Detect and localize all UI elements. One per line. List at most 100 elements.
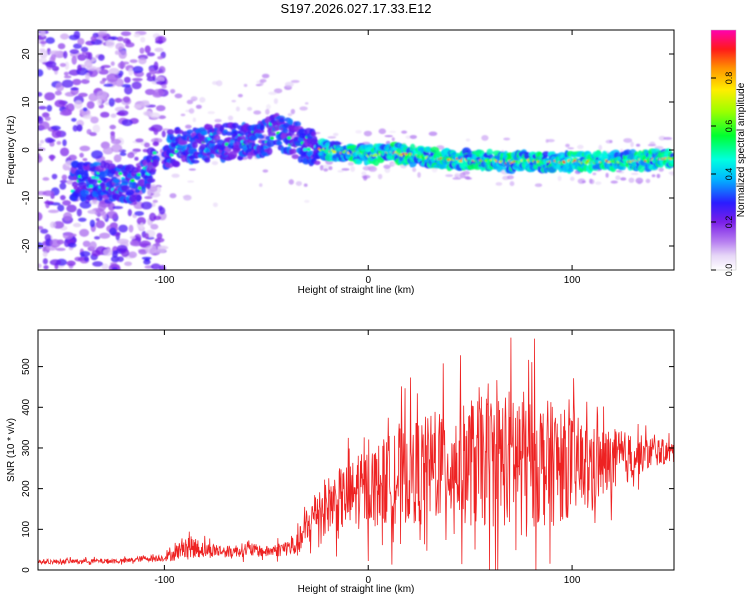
snr-series-line xyxy=(38,337,674,570)
heatmap-x-tick-label: 0 xyxy=(365,275,371,286)
heatmap-cell xyxy=(154,70,162,74)
heatmap-cell xyxy=(63,71,69,76)
heatmap-cell xyxy=(63,75,72,79)
heatmap-cell xyxy=(144,257,150,262)
heatmap-cell xyxy=(481,134,489,141)
heatmap-cell xyxy=(38,242,44,249)
heatmap-cell xyxy=(276,140,283,146)
heatmap-cell xyxy=(133,104,142,109)
heatmap-cell xyxy=(128,224,134,233)
heatmap-cell xyxy=(144,88,156,96)
heatmap-cell xyxy=(92,124,101,133)
heatmap-cell xyxy=(101,77,107,82)
heatmap-cell xyxy=(118,50,127,59)
heatmap-cell xyxy=(90,116,99,124)
heatmap-cell xyxy=(54,90,62,96)
heatmap-cell xyxy=(91,150,103,159)
heatmap-cell xyxy=(287,118,294,125)
heatmap-cell xyxy=(149,212,157,222)
heatmap-cell xyxy=(89,200,100,205)
heatmap-cell xyxy=(333,132,339,137)
heatmap-cell xyxy=(63,50,68,59)
heatmap-cell xyxy=(341,168,350,171)
heatmap-cell xyxy=(389,130,397,133)
heatmap-cell xyxy=(188,168,197,171)
heatmap-cell xyxy=(128,194,137,203)
heatmap-cell xyxy=(567,167,574,173)
heatmap-cell xyxy=(227,115,234,121)
heatmap-cell xyxy=(143,142,150,148)
heatmap-cell xyxy=(49,221,56,229)
heatmap-cell xyxy=(47,209,59,214)
heatmap-cell xyxy=(46,104,53,112)
heatmap-cell xyxy=(96,67,102,72)
heatmap-cell xyxy=(214,118,222,123)
heatmap-cell xyxy=(209,153,215,159)
snr-plot-area xyxy=(38,330,674,570)
heatmap-cell xyxy=(74,100,83,109)
heatmap-cell xyxy=(332,141,342,146)
heatmap-cell xyxy=(85,51,91,60)
snr-ticks: -100 0 100 0 100 200 300 400 500 xyxy=(21,330,674,586)
heatmap-cell xyxy=(150,223,159,230)
heatmap-cell xyxy=(124,261,132,267)
heatmap-cell xyxy=(40,30,46,37)
heatmap-cell xyxy=(174,129,184,135)
heatmap-x-label: Height of straight line (km) xyxy=(298,285,415,296)
heatmap-cell xyxy=(76,124,83,132)
heatmap-cell xyxy=(85,72,90,81)
heatmap-cell xyxy=(157,56,164,60)
heatmap-cell xyxy=(128,251,137,259)
heatmap-cell xyxy=(125,105,130,109)
heatmap-cell xyxy=(135,194,142,202)
heatmap-cell xyxy=(105,39,115,48)
heatmap-cell xyxy=(100,111,110,118)
heatmap-cell xyxy=(154,76,165,83)
heatmap-cell xyxy=(88,178,99,185)
snr-y-tick-label: 500 xyxy=(21,358,32,375)
heatmap-cell xyxy=(146,52,156,57)
heatmap-cell xyxy=(110,113,117,118)
heatmap-cell xyxy=(38,212,43,221)
heatmap-cell xyxy=(113,178,120,184)
heatmap-cell xyxy=(72,222,82,228)
heatmap-cell xyxy=(391,137,395,142)
heatmap-cell xyxy=(123,76,131,84)
heatmap-cell xyxy=(129,235,136,240)
heatmap-cell xyxy=(199,97,206,103)
heatmap-cell xyxy=(635,143,641,147)
heatmap-cell xyxy=(265,135,272,141)
heatmap-cell xyxy=(115,42,125,51)
heatmap-cell xyxy=(155,40,164,44)
heatmap-cell xyxy=(294,121,301,127)
heatmap-cell xyxy=(68,154,77,161)
heatmap-cell xyxy=(111,267,118,270)
heatmap-cell xyxy=(257,134,265,140)
heatmap-cell xyxy=(38,116,44,124)
heatmap-cell xyxy=(60,194,66,201)
heatmap-cells xyxy=(38,30,674,270)
heatmap-cell xyxy=(465,177,473,180)
heatmap-cell xyxy=(428,131,438,136)
heatmap-cell xyxy=(630,172,639,175)
heatmap-cell xyxy=(38,225,44,230)
heatmap-cell xyxy=(577,144,584,150)
heatmap-cell xyxy=(73,30,81,39)
heatmap-cell xyxy=(170,88,176,94)
heatmap-cell xyxy=(303,183,308,187)
heatmap-cell xyxy=(454,172,461,177)
heatmap-cell xyxy=(97,54,105,61)
heatmap-cell xyxy=(61,174,68,181)
heatmap-cell xyxy=(133,175,141,180)
heatmap-cell xyxy=(101,263,109,270)
heatmap-cell xyxy=(327,136,337,139)
heatmap-cell xyxy=(92,161,102,167)
heatmap-cell xyxy=(66,103,75,112)
heatmap-cell xyxy=(287,136,292,140)
heatmap-cell xyxy=(135,138,144,143)
heatmap-cell xyxy=(86,101,95,109)
heatmap-cell xyxy=(89,219,96,228)
heatmap-cell xyxy=(70,87,79,91)
heatmap-cell xyxy=(121,119,133,127)
heatmap-cell xyxy=(71,117,77,122)
